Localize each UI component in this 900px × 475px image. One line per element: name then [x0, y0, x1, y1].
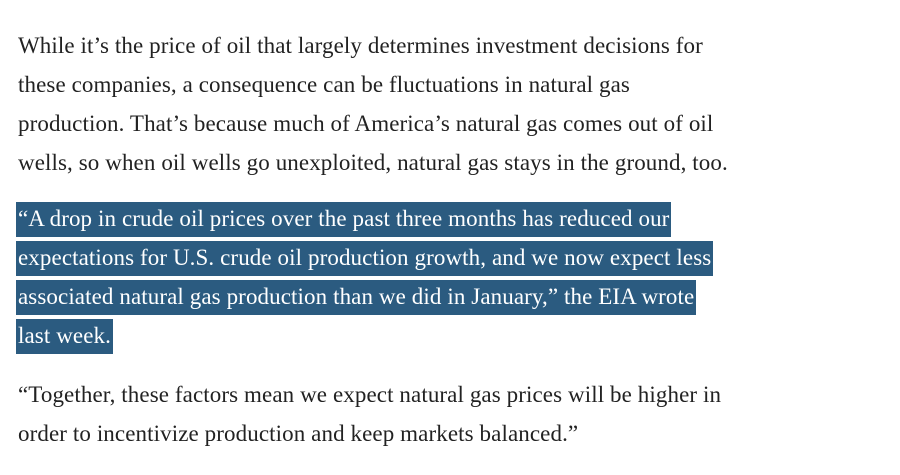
selection-highlight[interactable]: expectations for U.S. crude oil producti…	[16, 241, 714, 276]
paragraph-line: wells, so when oil wells go unexploited,…	[18, 150, 728, 175]
selection-highlight[interactable]: last week.	[16, 319, 113, 354]
paragraph-line: While it’s the price of oil that largely…	[18, 33, 703, 58]
selected-text-line[interactable]: associated natural gas production than w…	[16, 277, 878, 316]
article-paragraph[interactable]: While it’s the price of oil that largely…	[18, 26, 878, 182]
selected-text-line[interactable]: “A drop in crude oil prices over the pas…	[16, 199, 878, 238]
paragraph-line: “Together, these factors mean we expect …	[18, 382, 722, 407]
selected-text-line[interactable]: expectations for U.S. crude oil producti…	[16, 238, 878, 277]
selection-highlight[interactable]: “A drop in crude oil prices over the pas…	[16, 202, 672, 237]
paragraph-line: order to incentivize production and keep…	[18, 421, 579, 446]
article-paragraph[interactable]: “Together, these factors mean we expect …	[18, 375, 878, 453]
paragraph-line: production. That’s because much of Ameri…	[18, 111, 714, 136]
selected-quote-paragraph[interactable]: “A drop in crude oil prices over the pas…	[16, 199, 878, 355]
paragraph-line: these companies, a consequence can be fl…	[18, 72, 630, 97]
article-body: While it’s the price of oil that largely…	[16, 26, 878, 453]
selection-highlight[interactable]: associated natural gas production than w…	[16, 280, 697, 315]
selected-text-line[interactable]: last week.	[16, 316, 878, 355]
